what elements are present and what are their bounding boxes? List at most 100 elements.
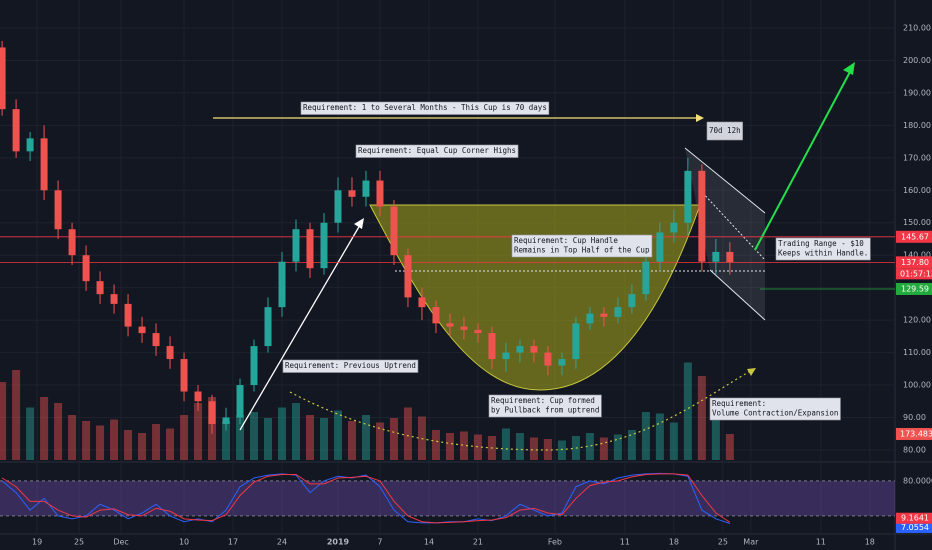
candle-body (54, 190, 62, 230)
annotation-text: by Pullback from uptrend (491, 406, 599, 415)
y-tick-label: 160.00 (903, 186, 931, 195)
volume-bar (613, 434, 622, 460)
volume-bar (305, 415, 314, 460)
x-tick-label: 18 (865, 538, 875, 547)
volume-bar (96, 425, 105, 460)
annotation-text: Requirement: Equal Cup Corner Highs (358, 146, 516, 155)
candle-body (320, 222, 328, 269)
y-tick-label: 190.00 (903, 88, 931, 97)
volume-bar (683, 362, 692, 460)
candle-body (0, 47, 6, 110)
volume-bar (194, 403, 203, 460)
annotation-box (355, 144, 519, 158)
volume-bar (375, 422, 384, 460)
annotation-text: Requirement: Previous Uptrend (285, 361, 416, 370)
volume-bar (389, 418, 398, 460)
annotation-box (300, 101, 550, 115)
x-tick-label: Mar (743, 538, 759, 547)
channel-line (684, 147, 766, 214)
y-tick-label: 110.00 (903, 348, 931, 357)
y-tick-label: 150.00 (903, 218, 931, 227)
volume-bar (222, 421, 231, 460)
x-tick-label: 19 (32, 538, 42, 547)
volume-tag (896, 427, 932, 440)
candle-body (642, 261, 650, 295)
candle-body (96, 281, 104, 295)
candle-body (250, 346, 258, 386)
x-tick-label: 10 (179, 538, 189, 547)
candle-body (544, 352, 552, 366)
annotation-box (706, 121, 743, 141)
volume-bar (278, 407, 287, 460)
stoch-tick-label: 80.0000 (903, 476, 932, 485)
candle-body (628, 294, 636, 308)
candle-body (362, 180, 370, 197)
candle-body (124, 303, 132, 327)
volume-bar (347, 421, 356, 460)
candle-body (264, 307, 272, 347)
volume-bar (12, 370, 21, 460)
annotation-box (775, 237, 871, 261)
annotation-text: Requirement: Cup formed (491, 396, 595, 405)
countdown-tag (896, 268, 932, 280)
candle-body (306, 229, 314, 269)
candle-body (502, 352, 510, 360)
candle-body (222, 417, 230, 424)
volume-bar (515, 433, 524, 460)
y-tick-label: 200.00 (903, 56, 931, 65)
volume-bar (725, 433, 734, 460)
price-tag-label: 137.80 (901, 258, 929, 267)
volume-bar (138, 433, 147, 460)
volume-bar (68, 415, 77, 460)
candle-body (376, 180, 384, 207)
volume-curve (289, 369, 753, 451)
candle-body (572, 323, 580, 360)
price-tag (896, 230, 932, 243)
stoch-last-label: 7.0554 (901, 523, 929, 532)
annotation-box (282, 359, 419, 373)
volume-bar (26, 407, 35, 460)
x-tick-label: 25 (74, 538, 84, 547)
volume-bar (501, 428, 510, 460)
annotation-text: Remains in Top Half of the Cup (514, 246, 650, 255)
candle-body (348, 190, 356, 197)
volume-bar (655, 413, 664, 460)
volume-bar (697, 376, 706, 460)
volume-bar (585, 433, 594, 460)
x-tick-label: Feb (548, 538, 562, 547)
volume (0, 362, 734, 460)
y-tick-label: 140.00 (903, 251, 931, 260)
price-tag-label: 129.59 (901, 284, 929, 293)
candle-body (110, 294, 118, 304)
volume-bar (292, 403, 301, 460)
annotation-text: Requirement: Cup Handle (514, 236, 618, 245)
annotation-text: 70d 12h (709, 126, 741, 135)
candle-body (236, 385, 244, 418)
volume-bar (459, 431, 468, 460)
annotation-text: Trading Range - $10 (778, 239, 864, 248)
volume-bar (124, 430, 133, 460)
candle-body (712, 251, 720, 262)
candle-body (334, 190, 342, 223)
volume-bar (250, 412, 259, 460)
annotation-box (511, 234, 653, 258)
candle-body (516, 346, 524, 353)
volume-bar (264, 418, 273, 460)
candle-body (670, 222, 678, 233)
x-tick-label: 14 (424, 538, 434, 547)
volume-bar (333, 410, 342, 460)
y-tick-label: 80.00 (903, 445, 926, 454)
annotation-text: Requirement: 1 to Several Months - This … (303, 103, 547, 112)
volume-bar (54, 403, 63, 460)
candle-body (138, 326, 146, 334)
stoch-last-label: 9.1641 (901, 514, 929, 523)
annotation: Requirement: Previous Uptrend (282, 359, 419, 373)
y-tick-label: 120.00 (903, 316, 931, 325)
x-tick-label: 17 (228, 538, 238, 547)
annotation-box (488, 394, 602, 418)
volume-bar (445, 433, 454, 460)
x-tick-label: 7 (377, 538, 382, 547)
